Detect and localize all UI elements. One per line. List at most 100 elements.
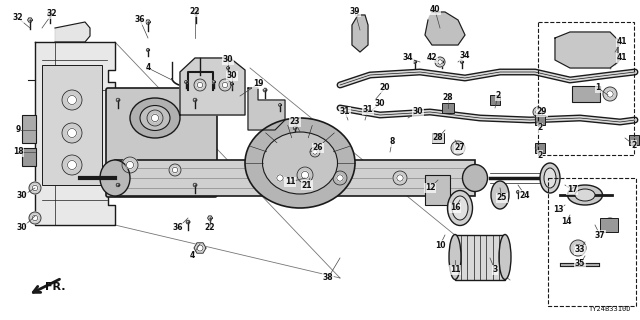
Ellipse shape bbox=[575, 189, 595, 201]
Ellipse shape bbox=[245, 118, 355, 208]
Polygon shape bbox=[47, 12, 52, 16]
Text: 30: 30 bbox=[223, 55, 233, 65]
Polygon shape bbox=[608, 38, 612, 42]
Text: 4: 4 bbox=[189, 252, 195, 260]
Text: 16: 16 bbox=[450, 204, 460, 212]
Polygon shape bbox=[193, 10, 199, 14]
Polygon shape bbox=[147, 49, 150, 52]
Polygon shape bbox=[193, 98, 197, 102]
Text: 27: 27 bbox=[454, 143, 465, 153]
Circle shape bbox=[301, 172, 308, 179]
Text: 10: 10 bbox=[435, 241, 445, 250]
Circle shape bbox=[536, 110, 540, 114]
Text: 36: 36 bbox=[135, 15, 145, 25]
Text: 22: 22 bbox=[205, 223, 215, 233]
Polygon shape bbox=[194, 243, 206, 253]
Circle shape bbox=[222, 82, 228, 88]
Text: 30: 30 bbox=[17, 223, 28, 233]
Text: 34: 34 bbox=[460, 52, 470, 60]
Bar bbox=[22, 148, 36, 166]
Polygon shape bbox=[227, 67, 230, 69]
Bar bbox=[490, 95, 500, 105]
Circle shape bbox=[67, 161, 77, 170]
Bar bbox=[572, 86, 600, 102]
Circle shape bbox=[32, 185, 38, 191]
Bar bbox=[548, 178, 636, 306]
Bar bbox=[455, 235, 505, 280]
Ellipse shape bbox=[452, 196, 468, 220]
Circle shape bbox=[67, 95, 77, 105]
Text: TY24B3310D: TY24B3310D bbox=[589, 306, 631, 312]
Text: 41: 41 bbox=[617, 37, 627, 46]
Ellipse shape bbox=[463, 164, 488, 191]
Polygon shape bbox=[440, 60, 444, 63]
Text: FR.: FR. bbox=[45, 282, 65, 292]
Ellipse shape bbox=[130, 98, 180, 138]
Text: 18: 18 bbox=[13, 148, 23, 156]
Circle shape bbox=[29, 182, 41, 194]
Text: 3: 3 bbox=[492, 266, 498, 275]
Ellipse shape bbox=[544, 168, 556, 188]
Bar bbox=[442, 103, 454, 113]
Circle shape bbox=[297, 167, 313, 183]
Text: 9: 9 bbox=[15, 125, 20, 134]
Polygon shape bbox=[146, 20, 150, 24]
Polygon shape bbox=[180, 58, 245, 115]
Text: 28: 28 bbox=[433, 133, 444, 142]
Text: 2: 2 bbox=[538, 150, 543, 159]
Circle shape bbox=[603, 87, 617, 101]
Text: 25: 25 bbox=[497, 194, 507, 203]
Text: 20: 20 bbox=[380, 84, 390, 92]
Circle shape bbox=[147, 110, 163, 126]
Text: 30: 30 bbox=[413, 108, 423, 116]
Text: 32: 32 bbox=[47, 10, 57, 19]
Circle shape bbox=[32, 215, 38, 221]
Circle shape bbox=[67, 129, 77, 138]
Ellipse shape bbox=[491, 181, 509, 209]
Polygon shape bbox=[263, 88, 267, 92]
Text: 4: 4 bbox=[145, 63, 150, 73]
Circle shape bbox=[219, 79, 231, 91]
Circle shape bbox=[122, 157, 138, 173]
Text: 2: 2 bbox=[632, 140, 637, 149]
Polygon shape bbox=[193, 183, 197, 187]
Circle shape bbox=[438, 60, 442, 64]
Bar bbox=[22, 115, 36, 143]
Circle shape bbox=[575, 244, 582, 252]
Polygon shape bbox=[212, 81, 216, 84]
Bar bbox=[538, 22, 634, 155]
Ellipse shape bbox=[499, 235, 511, 279]
Ellipse shape bbox=[449, 235, 461, 279]
Polygon shape bbox=[55, 22, 90, 42]
Text: 26: 26 bbox=[313, 143, 323, 153]
Ellipse shape bbox=[540, 163, 560, 193]
Polygon shape bbox=[35, 42, 115, 225]
Polygon shape bbox=[278, 104, 282, 106]
Text: 1: 1 bbox=[595, 84, 600, 92]
Polygon shape bbox=[28, 18, 33, 22]
Bar bbox=[42, 65, 102, 185]
Circle shape bbox=[337, 175, 343, 181]
Polygon shape bbox=[425, 12, 465, 45]
Text: 28: 28 bbox=[443, 93, 453, 102]
Ellipse shape bbox=[262, 132, 337, 194]
Circle shape bbox=[533, 107, 543, 117]
Polygon shape bbox=[460, 60, 463, 63]
Bar bbox=[535, 143, 545, 153]
Text: 31: 31 bbox=[340, 108, 350, 116]
Circle shape bbox=[570, 240, 586, 256]
Text: 29: 29 bbox=[537, 108, 547, 116]
Text: 11: 11 bbox=[285, 178, 295, 187]
Text: 30: 30 bbox=[375, 100, 385, 108]
Polygon shape bbox=[186, 220, 190, 224]
Polygon shape bbox=[116, 183, 120, 187]
Text: 42: 42 bbox=[427, 53, 437, 62]
Ellipse shape bbox=[140, 106, 170, 131]
Circle shape bbox=[607, 91, 613, 97]
Text: 21: 21 bbox=[301, 180, 312, 189]
Circle shape bbox=[333, 171, 347, 185]
Circle shape bbox=[169, 164, 181, 176]
Circle shape bbox=[62, 123, 82, 143]
Text: 11: 11 bbox=[450, 266, 460, 275]
Circle shape bbox=[393, 171, 407, 185]
